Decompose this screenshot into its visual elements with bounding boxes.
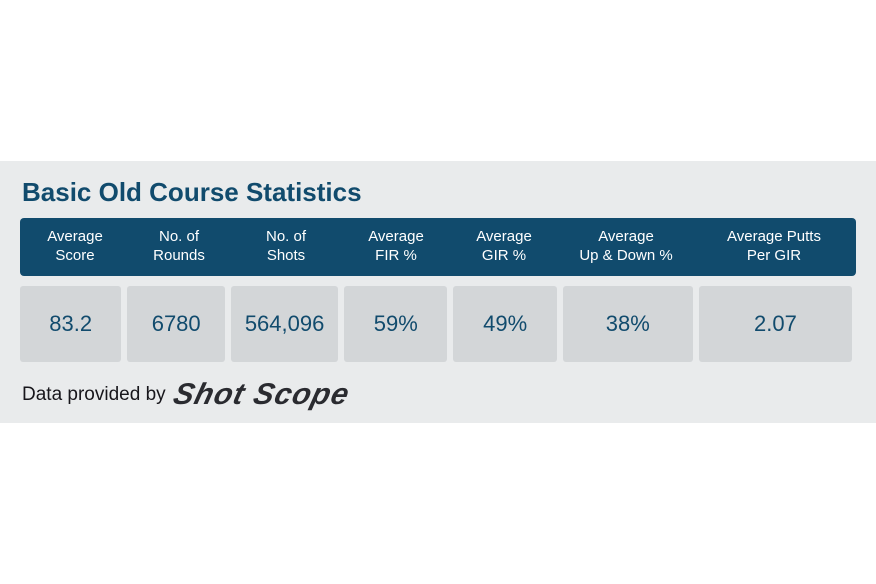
value-putts: 2.07: [699, 286, 852, 362]
col-header-line: Average: [476, 228, 532, 247]
value-rounds: 6780: [127, 286, 225, 362]
col-header-line: Average: [47, 228, 103, 247]
col-header-line: Shots: [267, 247, 305, 266]
col-header-putts: Average Putts Per GIR: [694, 228, 854, 266]
col-header-line: Average Putts: [727, 228, 821, 247]
value-fir: 59%: [344, 286, 447, 362]
stats-value-row: 83.2 6780 564,096 59% 49% 38% 2.07: [20, 286, 856, 362]
col-header-line: Score: [55, 247, 94, 266]
value-updown: 38%: [563, 286, 693, 362]
col-header-line: No. of: [159, 228, 199, 247]
panel-title: Basic Old Course Statistics: [22, 177, 856, 208]
col-header-updown: Average Up & Down %: [558, 228, 694, 266]
col-header-avg-score: Average Score: [22, 228, 128, 266]
attribution-prefix: Data provided by: [22, 384, 166, 406]
col-header-rounds: No. of Rounds: [128, 228, 230, 266]
col-header-line: Up & Down %: [579, 247, 672, 266]
col-header-line: No. of: [266, 228, 306, 247]
stats-panel: Basic Old Course Statistics Average Scor…: [0, 161, 876, 423]
col-header-shots: No. of Shots: [230, 228, 342, 266]
attribution-footer: Data provided by Shot Scope: [22, 378, 856, 412]
col-header-gir: Average GIR %: [450, 228, 558, 266]
col-header-line: Rounds: [153, 247, 205, 266]
col-header-line: Per GIR: [747, 247, 801, 266]
value-shots: 564,096: [231, 286, 338, 362]
col-header-line: GIR %: [482, 247, 526, 266]
col-header-line: FIR %: [375, 247, 417, 266]
col-header-fir: Average FIR %: [342, 228, 450, 266]
col-header-line: Average: [598, 228, 654, 247]
value-gir: 49%: [453, 286, 556, 362]
shot-scope-logo: Shot Scope: [169, 378, 352, 412]
col-header-line: Average: [368, 228, 424, 247]
stats-header-row: Average Score No. of Rounds No. of Shots…: [20, 218, 856, 276]
value-avg-score: 83.2: [20, 286, 121, 362]
